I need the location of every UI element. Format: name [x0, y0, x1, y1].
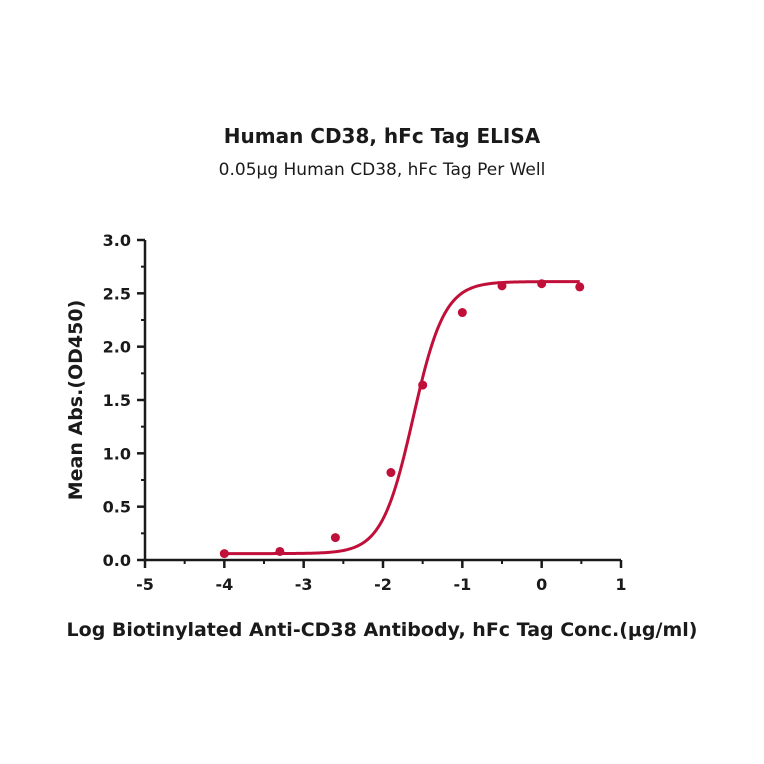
x-tick-label: -4 — [215, 575, 233, 594]
y-tick-label: 3.0 — [103, 231, 131, 250]
x-tick-label: -5 — [136, 575, 154, 594]
data-point — [457, 308, 467, 318]
tick-marks — [137, 238, 623, 568]
y-tick-labels: 0.0 0.5 1.0 1.5 2.0 2.5 3.0 — [103, 231, 131, 570]
data-point — [497, 281, 507, 291]
data-point — [418, 380, 428, 390]
data-point — [575, 282, 585, 292]
y-tick-label: 1.0 — [103, 444, 131, 463]
data-point — [537, 279, 547, 289]
y-axis-label: Mean Abs.(OD450) — [65, 300, 87, 501]
chart-subtitle: 0.05μg Human CD38, hFc Tag Per Well — [218, 160, 546, 180]
y-tick-label: 0.5 — [103, 498, 131, 517]
y-tick-label: 2.5 — [103, 284, 131, 303]
x-tick-labels: -5 -4 -3 -2 -1 0 1 — [136, 575, 626, 594]
x-tick-label: -1 — [453, 575, 471, 594]
chart-title: Human CD38, hFc Tag ELISA — [223, 124, 541, 148]
data-point — [386, 468, 396, 478]
data-point — [330, 533, 340, 543]
axes — [143, 240, 621, 562]
x-axis-label: Log Biotinylated Anti-CD38 Antibody, hFc… — [67, 619, 698, 641]
fit-curve — [224, 280, 580, 556]
x-tick-label: 1 — [615, 575, 626, 594]
data-points — [219, 279, 585, 559]
data-point — [275, 546, 285, 556]
y-tick-label: 1.5 — [103, 391, 131, 410]
x-tick-label: 0 — [536, 575, 547, 594]
y-tick-label: 2.0 — [103, 338, 131, 357]
x-tick-label: -3 — [295, 575, 313, 594]
x-tick-label: -2 — [374, 575, 392, 594]
y-tick-label: 0.0 — [103, 551, 131, 570]
data-point — [219, 549, 229, 559]
